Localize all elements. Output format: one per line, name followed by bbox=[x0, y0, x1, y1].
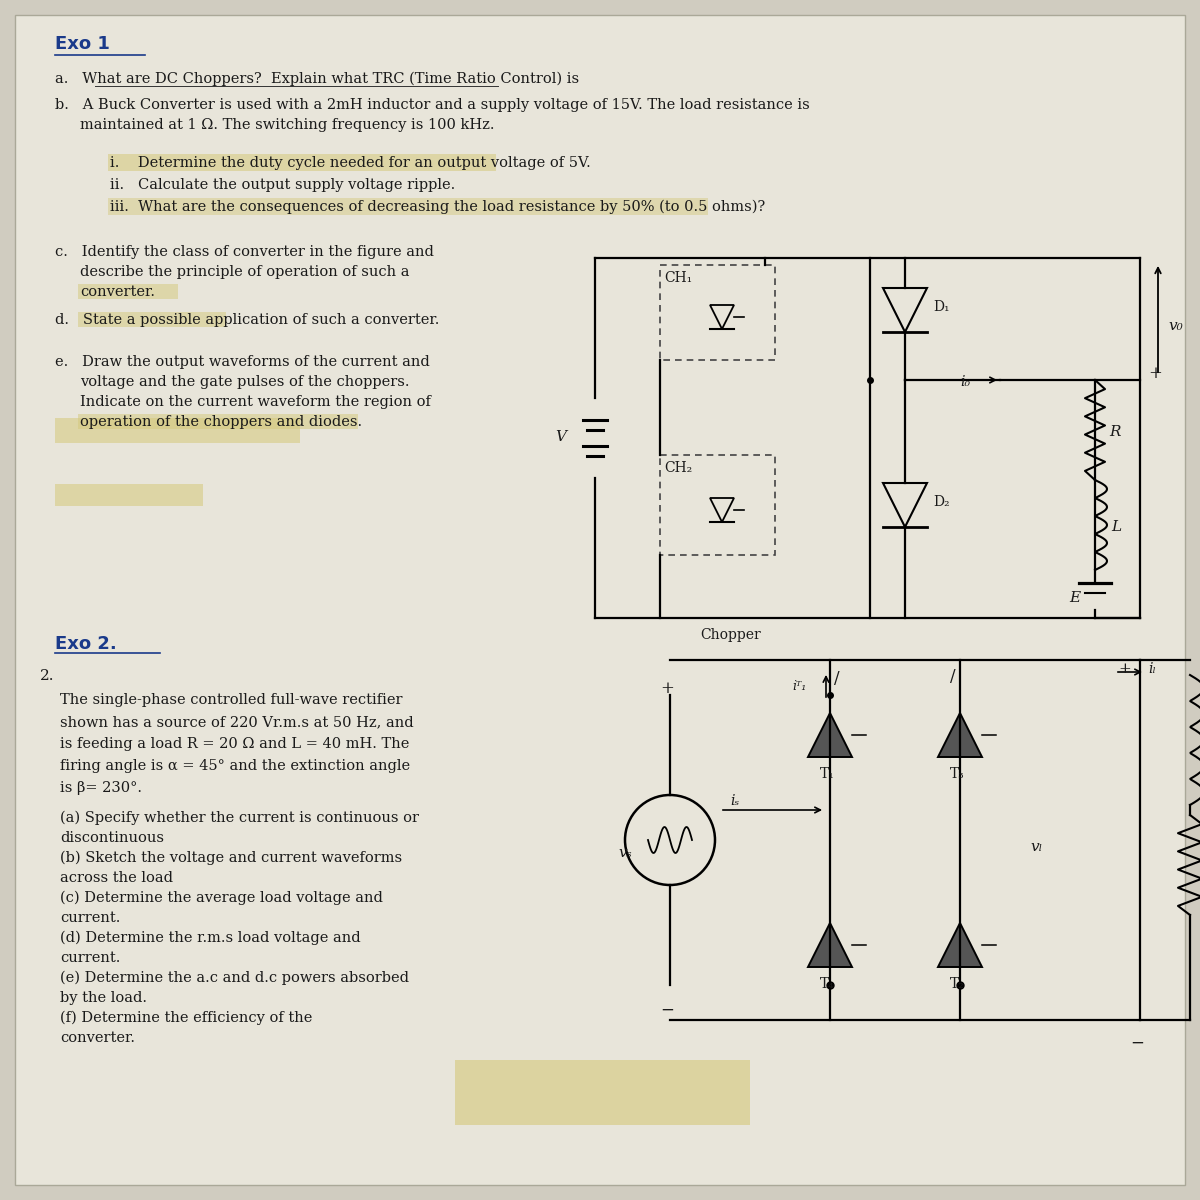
Text: (f) Determine the efficiency of the: (f) Determine the efficiency of the bbox=[60, 1010, 312, 1025]
Polygon shape bbox=[938, 923, 982, 967]
Text: firing angle is α = 45° and the extinction angle: firing angle is α = 45° and the extincti… bbox=[60, 758, 410, 773]
Text: T₂: T₂ bbox=[950, 977, 965, 991]
Text: 2.: 2. bbox=[40, 670, 54, 683]
Text: V: V bbox=[554, 430, 566, 444]
Text: E: E bbox=[1069, 590, 1080, 605]
Text: ii.   Calculate the output supply voltage ripple.: ii. Calculate the output supply voltage … bbox=[110, 178, 455, 192]
Text: (b) Sketch the voltage and current waveforms: (b) Sketch the voltage and current wavef… bbox=[60, 851, 402, 865]
Text: vₗ: vₗ bbox=[1030, 840, 1043, 854]
Text: b.   A Buck Converter is used with a 2mH inductor and a supply voltage of 15V. T: b. A Buck Converter is used with a 2mH i… bbox=[55, 98, 810, 112]
Text: i₀: i₀ bbox=[960, 374, 970, 389]
Text: (e) Determine the a.c and d.c powers absorbed: (e) Determine the a.c and d.c powers abs… bbox=[60, 971, 409, 985]
Text: T₄: T₄ bbox=[820, 977, 835, 991]
Polygon shape bbox=[938, 713, 982, 757]
Bar bbox=[660, 265, 775, 360]
Text: T₁: T₁ bbox=[820, 767, 835, 781]
Text: v₀: v₀ bbox=[1168, 319, 1183, 332]
Text: maintained at 1 Ω. The switching frequency is 100 kHz.: maintained at 1 Ω. The switching frequen… bbox=[80, 118, 494, 132]
Text: operation of the choppers and diodes.: operation of the choppers and diodes. bbox=[80, 415, 362, 428]
Text: R: R bbox=[1109, 425, 1121, 439]
Text: e.   Draw the output waveforms of the current and: e. Draw the output waveforms of the curr… bbox=[55, 355, 430, 370]
Polygon shape bbox=[808, 923, 852, 967]
Text: iᵀ₁: iᵀ₁ bbox=[792, 680, 806, 692]
Bar bbox=[660, 455, 775, 554]
Text: (d) Determine the r.m.s load voltage and: (d) Determine the r.m.s load voltage and bbox=[60, 931, 361, 946]
Text: T₃: T₃ bbox=[950, 767, 965, 781]
Text: i.    Determine the duty cycle needed for an output voltage of 5V.: i. Determine the duty cycle needed for a… bbox=[110, 156, 590, 170]
Text: Chopper: Chopper bbox=[700, 628, 761, 642]
Text: c.   Identify the class of converter in the figure and: c. Identify the class of converter in th… bbox=[55, 245, 434, 259]
Text: L: L bbox=[1111, 520, 1121, 534]
Text: CH₂: CH₂ bbox=[664, 461, 692, 475]
Bar bbox=[55, 484, 203, 506]
Text: +: + bbox=[660, 680, 674, 697]
Bar bbox=[78, 284, 178, 299]
Text: D₁: D₁ bbox=[934, 300, 949, 314]
Text: Exo 1: Exo 1 bbox=[55, 35, 110, 53]
Text: current.: current. bbox=[60, 911, 120, 925]
Text: a.   What are DC Choppers?  Explain what TRC (Time Ratio Control) is: a. What are DC Choppers? Explain what TR… bbox=[55, 72, 580, 86]
Text: current.: current. bbox=[60, 950, 120, 965]
Text: The single-phase controlled full-wave rectifier: The single-phase controlled full-wave re… bbox=[60, 692, 402, 707]
Text: −: − bbox=[1130, 1034, 1144, 1052]
Text: Indicate on the current waveform the region of: Indicate on the current waveform the reg… bbox=[80, 395, 431, 409]
Text: is feeding a load R = 20 Ω and L = 40 mH. The: is feeding a load R = 20 Ω and L = 40 mH… bbox=[60, 737, 409, 751]
Text: (a) Specify whether the current is continuous or: (a) Specify whether the current is conti… bbox=[60, 811, 419, 826]
Text: vₛ: vₛ bbox=[618, 846, 631, 860]
Bar bbox=[108, 198, 708, 215]
Text: converter.: converter. bbox=[80, 284, 155, 299]
Text: by the load.: by the load. bbox=[60, 991, 148, 1006]
Text: discontinuous: discontinuous bbox=[60, 830, 164, 845]
Bar bbox=[78, 414, 358, 428]
Text: is β= 230°.: is β= 230°. bbox=[60, 781, 142, 794]
Text: +: + bbox=[1118, 662, 1130, 676]
Text: across the load: across the load bbox=[60, 871, 173, 886]
Text: CH₁: CH₁ bbox=[664, 271, 692, 284]
Text: /: / bbox=[950, 668, 955, 685]
Text: /: / bbox=[834, 670, 840, 686]
Text: describe the principle of operation of such a: describe the principle of operation of s… bbox=[80, 265, 409, 278]
Text: d.   State a possible application of such a converter.: d. State a possible application of such … bbox=[55, 313, 439, 326]
Text: shown has a source of 220 Vr.m.s at 50 Hz, and: shown has a source of 220 Vr.m.s at 50 H… bbox=[60, 715, 414, 728]
Text: iₗ: iₗ bbox=[1148, 662, 1156, 676]
Text: iₛ: iₛ bbox=[730, 794, 739, 808]
Text: +: + bbox=[1148, 365, 1162, 382]
Bar bbox=[55, 418, 300, 443]
Text: (c) Determine the average load voltage and: (c) Determine the average load voltage a… bbox=[60, 890, 383, 905]
Text: D₂: D₂ bbox=[934, 494, 949, 509]
Text: −: − bbox=[660, 1002, 674, 1019]
Text: Exo 2.: Exo 2. bbox=[55, 635, 116, 653]
Text: converter.: converter. bbox=[60, 1031, 134, 1045]
Text: voltage and the gate pulses of the choppers.: voltage and the gate pulses of the chopp… bbox=[80, 374, 409, 389]
Polygon shape bbox=[808, 713, 852, 757]
Text: iii.  What are the consequences of decreasing the load resistance by 50% (to 0.5: iii. What are the consequences of decrea… bbox=[110, 200, 766, 215]
Bar bbox=[78, 312, 226, 326]
Bar bbox=[108, 154, 496, 170]
Bar bbox=[455, 1060, 750, 1126]
